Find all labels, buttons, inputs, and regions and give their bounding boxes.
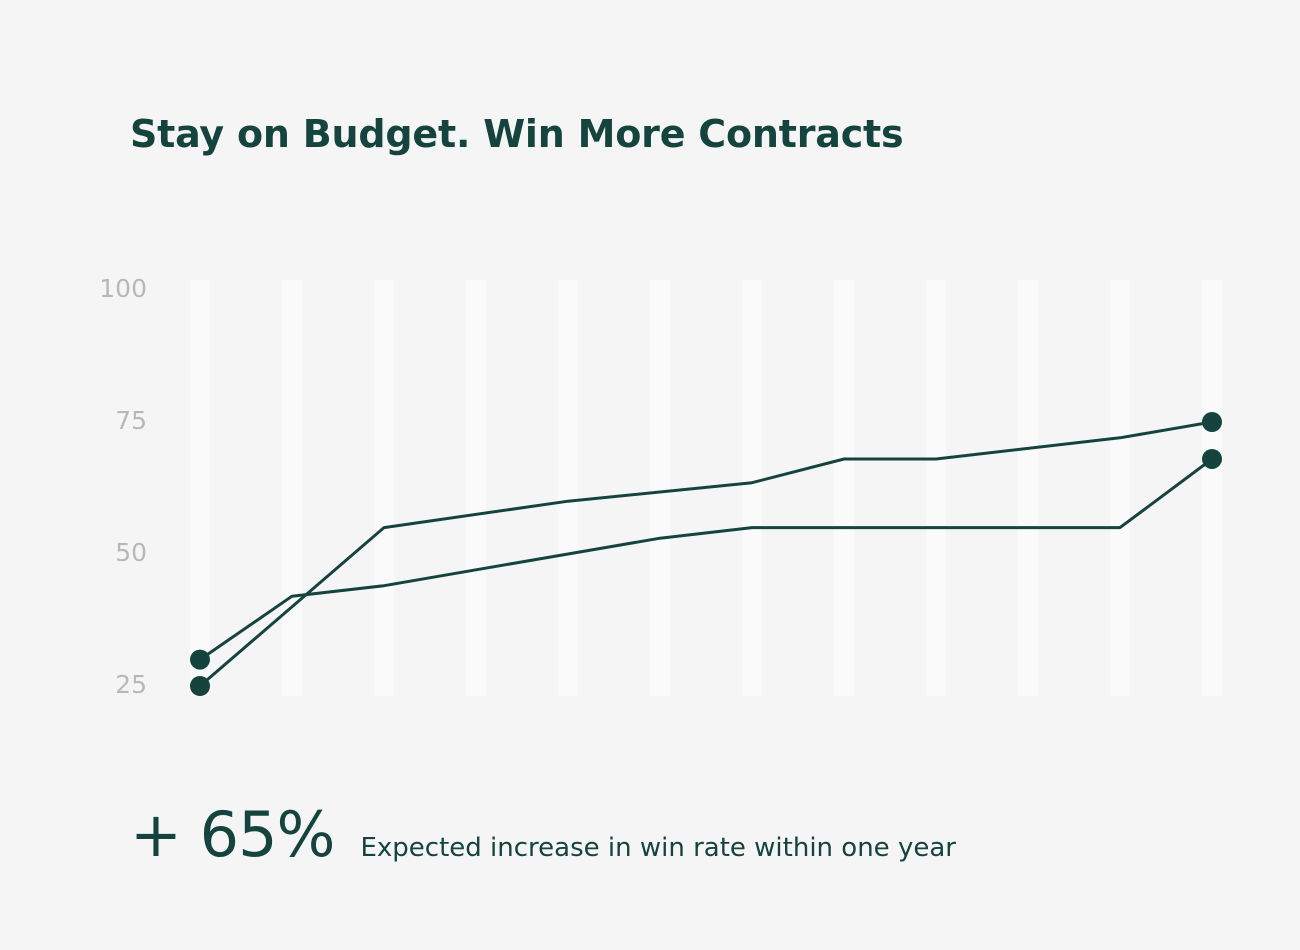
stat-caption: Expected increase in win rate within one… — [360, 833, 956, 863]
grid-band-4 — [558, 280, 578, 696]
grid-band-5 — [650, 280, 670, 696]
series-2-start-point — [190, 676, 210, 696]
series-line-2 — [198, 420, 1214, 688]
grid-band-9 — [1018, 280, 1038, 696]
y-tick-label-25: 25 — [115, 670, 147, 699]
y-axis-ticks: 100 75 50 25 — [99, 274, 147, 699]
grid-band-10 — [1110, 280, 1130, 696]
y-tick-label-75: 75 — [115, 406, 147, 435]
grid-band-2 — [374, 280, 394, 696]
y-tick-label-100: 100 — [99, 274, 147, 303]
grid-bands — [190, 280, 1222, 696]
series-line-1 — [198, 457, 1214, 662]
stat-value: + 65% — [130, 798, 335, 871]
series-1-end-point — [1202, 448, 1222, 469]
chart-title: Stay on Budget. Win More Contracts — [130, 112, 904, 156]
series-endpoints — [190, 412, 1222, 696]
series-lines — [198, 420, 1214, 688]
grid-band-6 — [742, 280, 762, 696]
grid-band-0 — [190, 280, 210, 696]
grid-band-7 — [834, 280, 854, 696]
grid-band-11 — [1202, 280, 1222, 696]
y-tick-label-50: 50 — [115, 538, 147, 567]
win-rate-stat: + 65% Expected increase in win rate with… — [130, 798, 956, 871]
grid-band-3 — [466, 280, 486, 696]
grid-band-1 — [282, 280, 302, 696]
series-1-start-point — [190, 649, 210, 670]
grid-band-8 — [926, 280, 946, 696]
series-2-end-point — [1202, 412, 1222, 432]
